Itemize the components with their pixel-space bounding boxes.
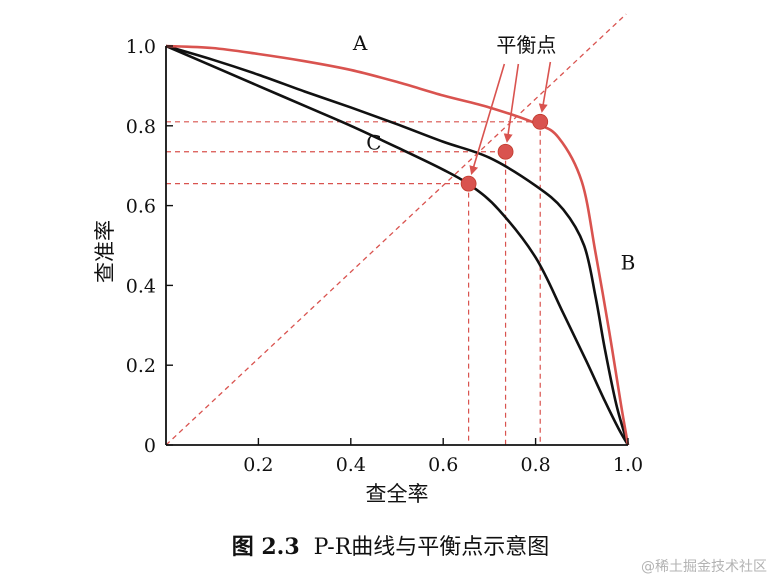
x-tick-label: 0.6 — [428, 454, 458, 476]
balance-point-group — [460, 113, 549, 192]
curve-c — [165, 44, 630, 446]
y-tick-label: 0.4 — [126, 275, 156, 297]
balance-point-1 — [532, 113, 549, 130]
annotation-arrow — [503, 63, 520, 143]
curve-b — [165, 44, 630, 446]
caption-figure-number: 图 2.3 — [231, 534, 300, 560]
axes: 0.2 0.4 0.6 0.8 1.0 0 0.2 0.4 0.6 0.8 1.0 查全率 查准率 — [93, 36, 643, 506]
y-tick-label: 0 — [144, 435, 156, 457]
curve-label-c: C — [366, 131, 381, 155]
watermark: @稀土掘金技术社区 — [641, 559, 767, 575]
annotation-arrow — [469, 63, 506, 176]
y-axis-label: 查准率 — [93, 220, 117, 283]
annotation-arrow — [538, 61, 552, 113]
figure-caption: 图 2.3 P-R曲线与平衡点示意图 — [0, 529, 781, 561]
y-tick-label: 0.8 — [126, 116, 156, 138]
x-axis-label: 查全率 — [366, 482, 429, 506]
x-tick-label: 1.0 — [613, 454, 643, 476]
y-tick-label: 0.6 — [126, 196, 156, 218]
x-tick-label: 0.8 — [520, 454, 550, 476]
balance-point-3 — [460, 175, 477, 192]
x-tick-label: 0.2 — [243, 454, 273, 476]
curve-group — [165, 44, 630, 446]
caption-title: P-R曲线与平衡点示意图 — [313, 535, 550, 560]
balance-point-2 — [497, 143, 514, 160]
balance-point-annotation: 平衡点 — [496, 33, 556, 57]
curve-label-b: B — [621, 250, 636, 274]
reference-line — [165, 13, 627, 446]
diagonal-reference-line — [165, 13, 627, 446]
curve-a — [165, 44, 630, 446]
dashed-guide-lines — [166, 121, 541, 445]
y-tick-label: 0.2 — [126, 355, 156, 377]
curve-label-a: A — [352, 31, 368, 55]
y-tick-label: 1.0 — [126, 36, 156, 58]
label-group: 平衡点 A B C — [352, 31, 636, 274]
x-tick-label: 0.4 — [336, 454, 366, 476]
